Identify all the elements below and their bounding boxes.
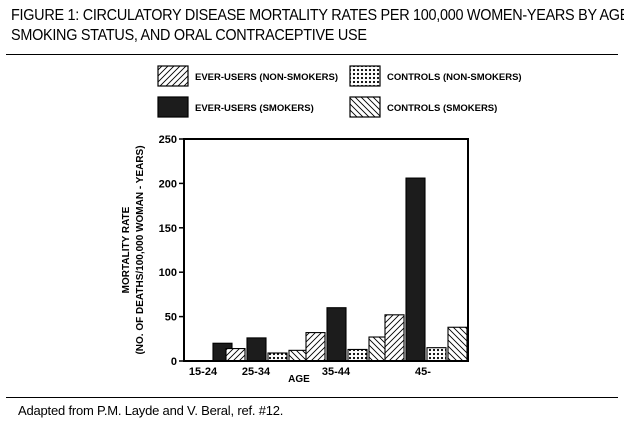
plot-frame <box>183 138 469 362</box>
y-axis-title-line1: MORTALITY RATE <box>121 206 132 293</box>
legend-swatch-2 <box>157 96 189 118</box>
axis-labels: 0 50 100 150 200 250 15-24 25-34 35-44 45- AGE MORT… <box>121 134 431 385</box>
bottom-divider <box>6 397 618 398</box>
top-divider <box>6 54 618 55</box>
bar-45--series-1 <box>384 314 405 362</box>
legend: EVER-USERS (NON-SMOKERS) EVER-USERS (SMOK… <box>157 65 522 118</box>
x-axis-title: AGE <box>288 374 310 385</box>
chart-title-line1: FIGURE 1: CIRCULATORY DISEASE MORTALITY … <box>11 7 624 24</box>
legend-swatch-3 <box>349 65 381 87</box>
legend-swatch-4 <box>349 96 381 118</box>
chart-title-line2: SMOKING STATUS, AND ORAL CONTRACEPTIVE U… <box>11 27 367 44</box>
y-tick-label-0: 0 <box>171 356 177 368</box>
legend-label-1: EVER-USERS (NON-SMOKERS) <box>195 72 338 83</box>
x-tick-label-35-44: 35-44 <box>322 366 351 378</box>
x-tick-label-15-24: 15-24 <box>189 366 218 378</box>
bar-25-34-series-2 <box>246 337 267 362</box>
bar-25-34-series-3 <box>267 352 288 362</box>
legend-swatch-1 <box>157 65 189 87</box>
legend-label-3: CONTROLS (NON-SMOKERS) <box>387 72 522 83</box>
y-tick-label-150: 150 <box>159 223 177 235</box>
bar-25-34-series-4 <box>288 349 309 362</box>
legend-label-4: CONTROLS (SMOKERS) <box>387 103 497 114</box>
legend-label-2: EVER-USERS (SMOKERS) <box>195 103 314 114</box>
bar-35-44-series-3 <box>347 348 368 362</box>
y-tick-label-200: 200 <box>159 178 177 190</box>
x-tick-label-25-34: 25-34 <box>242 366 271 378</box>
bar-25-34-series-1 <box>225 348 246 362</box>
bar-45--series-2 <box>405 177 426 362</box>
bar-35-44-series-1 <box>305 332 326 362</box>
bars <box>212 177 468 362</box>
bar-45--series-3 <box>426 347 447 362</box>
y-tick-label-100: 100 <box>159 267 177 279</box>
y-axis-title-line2: (NO. OF DEATHS/100,000 WOMAN - YEARS) <box>135 145 146 354</box>
source-note: Adapted from P.M. Layde and V. Beral, re… <box>18 403 284 418</box>
axes <box>179 138 469 362</box>
bar-35-44-series-2 <box>326 307 347 362</box>
y-tick-label-250: 250 <box>159 134 177 146</box>
x-tick-label-45-: 45- <box>415 366 431 378</box>
chart-title: FIGURE 1: CIRCULATORY DISEASE MORTALITY … <box>11 6 624 46</box>
y-tick-label-50: 50 <box>165 312 177 324</box>
bar-45--series-4 <box>447 326 468 362</box>
